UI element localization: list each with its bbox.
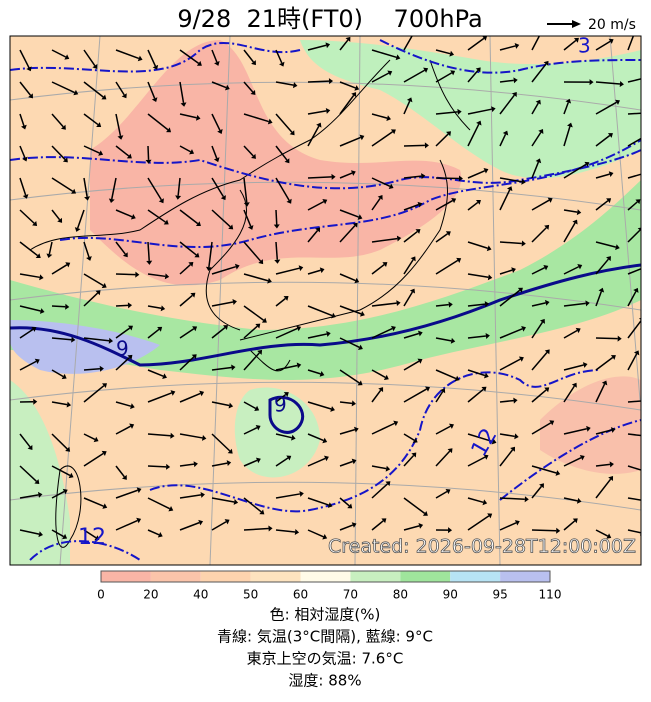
colorbar-segment <box>251 571 301 582</box>
map: 3 9 9 12 12 Created: 2026-09-28T12:00:00… <box>10 24 651 565</box>
contour-label: 9 <box>274 393 287 417</box>
wind-legend-label: 20 m/s <box>588 17 636 33</box>
colorbar: 0 20 40 50 60 70 80 90 95 110 <box>97 571 561 602</box>
wind-arrow <box>116 305 128 306</box>
wind-legend-head <box>572 20 581 28</box>
colorbar-segment <box>101 571 151 582</box>
wind-arrow <box>116 274 135 275</box>
colorbar-segment <box>400 571 450 582</box>
colorbar-tick-label: 95 <box>492 588 507 602</box>
wind-arrow <box>148 146 149 160</box>
wind-arrow <box>276 210 277 224</box>
contour-label: 12 <box>78 525 106 550</box>
wind-arrow <box>308 81 329 82</box>
colorbar-tick-label: 20 <box>143 588 158 602</box>
created-stamp: Created: 2026-09-28T12:00:00Z <box>328 536 636 558</box>
wind-arrow-head <box>641 266 646 272</box>
colorbar-tick-label: 80 <box>393 588 408 602</box>
colorbar-tick-label: 110 <box>539 588 562 602</box>
wind-arrow <box>148 466 166 467</box>
colorbar-tick-label: 90 <box>443 588 458 602</box>
wind-arrow <box>596 338 618 339</box>
colorbar-segment <box>201 571 251 582</box>
colorbar-segment <box>350 571 400 582</box>
wind-arrow <box>628 113 642 114</box>
caption: 青線: 気温(3°C間隔), 藍線: 9°C <box>217 628 433 646</box>
wind-arrow <box>308 177 332 178</box>
colorbar-tick-label: 0 <box>97 588 105 602</box>
colorbar-tick-label: 50 <box>243 588 258 602</box>
caption: 湿度: 88% <box>288 672 361 690</box>
colorbar-segment <box>450 571 500 582</box>
title: 9/28 21時(FT0) 700hPa <box>177 5 482 33</box>
colorbar-tick-label: 60 <box>293 588 308 602</box>
colorbar-tick-label: 40 <box>193 588 208 602</box>
contour-label: 3 <box>578 34 591 58</box>
wind-arrow-head <box>541 24 546 29</box>
caption: 東京上空の気温: 7.6°C <box>247 650 404 668</box>
wind-arrow-head <box>641 171 646 177</box>
colorbar-tick-label: 70 <box>343 588 358 602</box>
wind-arrow-head <box>646 469 651 475</box>
wind-arrow <box>52 306 65 307</box>
wind-arrow <box>532 530 556 531</box>
caption: 色: 相対湿度(%) <box>270 606 381 624</box>
contour-label: 9 <box>116 337 129 361</box>
wind-arrow-head <box>642 110 646 116</box>
colorbar-segment <box>301 571 351 582</box>
colorbar-segment <box>500 571 550 582</box>
wind-arrow <box>404 145 425 146</box>
colorbar-segment <box>151 571 201 582</box>
